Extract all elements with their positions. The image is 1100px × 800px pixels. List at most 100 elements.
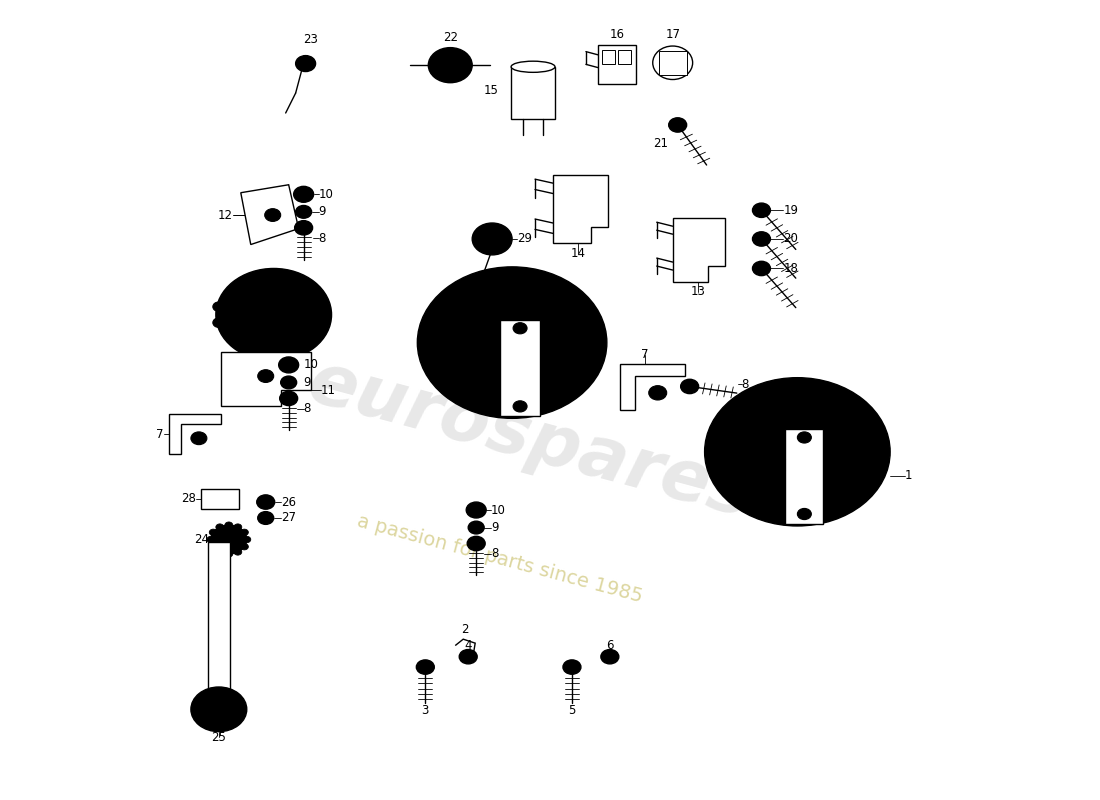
Circle shape [300, 209, 307, 214]
Circle shape [229, 279, 319, 350]
Polygon shape [500, 320, 540, 416]
Polygon shape [553, 175, 608, 243]
Circle shape [416, 660, 434, 674]
Circle shape [749, 507, 759, 515]
Text: 22: 22 [443, 30, 458, 44]
Text: 12: 12 [218, 209, 233, 222]
Ellipse shape [652, 46, 693, 79]
Polygon shape [673, 218, 725, 282]
Text: 5: 5 [569, 705, 575, 718]
Polygon shape [241, 185, 298, 245]
Circle shape [472, 223, 513, 255]
Circle shape [255, 300, 292, 329]
Circle shape [749, 389, 759, 397]
Bar [602, 50, 615, 64]
Text: 9: 9 [304, 376, 311, 389]
Circle shape [419, 338, 429, 346]
Text: 20: 20 [783, 233, 799, 246]
Circle shape [211, 525, 246, 554]
Circle shape [266, 309, 280, 320]
Bar [208, 542, 230, 698]
Circle shape [681, 379, 698, 394]
Circle shape [207, 536, 215, 542]
Text: 29: 29 [517, 233, 532, 246]
Circle shape [268, 271, 278, 279]
Circle shape [234, 524, 242, 530]
Text: 8: 8 [491, 547, 498, 560]
Circle shape [459, 650, 477, 664]
Circle shape [312, 330, 322, 338]
Text: 10: 10 [304, 358, 319, 371]
Circle shape [224, 550, 233, 557]
Circle shape [440, 57, 460, 73]
Polygon shape [619, 364, 684, 410]
Text: 18: 18 [783, 262, 799, 275]
Circle shape [798, 509, 812, 519]
Circle shape [417, 267, 607, 418]
Circle shape [278, 357, 298, 373]
Text: 8: 8 [741, 378, 749, 390]
Bar [598, 46, 636, 83]
Polygon shape [221, 352, 310, 406]
Circle shape [483, 232, 502, 246]
Polygon shape [785, 430, 823, 523]
Circle shape [468, 536, 485, 550]
Circle shape [256, 495, 275, 510]
Text: 16: 16 [609, 28, 625, 42]
Circle shape [294, 186, 313, 202]
Text: 17: 17 [666, 28, 680, 42]
Circle shape [463, 399, 473, 407]
Circle shape [464, 654, 472, 660]
Text: 1: 1 [463, 348, 470, 361]
Circle shape [466, 502, 486, 518]
Text: 7: 7 [641, 348, 649, 361]
Circle shape [470, 276, 494, 294]
Circle shape [473, 525, 480, 530]
Circle shape [477, 282, 487, 289]
Circle shape [209, 529, 218, 535]
Circle shape [257, 512, 274, 524]
Circle shape [295, 221, 312, 235]
Bar [659, 51, 686, 74]
Circle shape [878, 448, 888, 456]
Circle shape [513, 322, 527, 334]
Text: 7: 7 [156, 428, 164, 441]
Circle shape [705, 378, 890, 526]
Circle shape [224, 522, 233, 528]
Circle shape [280, 376, 297, 389]
Text: 13: 13 [690, 285, 705, 298]
Circle shape [513, 401, 527, 412]
Circle shape [285, 379, 293, 386]
Circle shape [202, 697, 234, 722]
Circle shape [835, 389, 845, 397]
Text: eurospares: eurospares [300, 347, 760, 532]
Circle shape [601, 650, 619, 664]
Circle shape [669, 118, 686, 132]
Circle shape [279, 391, 298, 406]
Circle shape [752, 232, 770, 246]
Circle shape [595, 338, 605, 346]
Text: 2: 2 [462, 623, 469, 636]
Circle shape [191, 432, 207, 445]
Ellipse shape [512, 61, 556, 72]
Circle shape [719, 390, 876, 514]
Text: 26: 26 [280, 495, 296, 509]
Circle shape [432, 279, 592, 406]
Circle shape [262, 515, 270, 521]
Text: 11: 11 [320, 384, 336, 397]
Circle shape [213, 302, 224, 311]
Text: 10: 10 [491, 503, 506, 517]
Circle shape [191, 687, 246, 732]
Circle shape [296, 56, 316, 71]
Circle shape [563, 660, 581, 674]
Text: 28: 28 [182, 492, 196, 506]
Circle shape [243, 536, 251, 542]
Circle shape [216, 524, 223, 530]
Circle shape [262, 499, 270, 506]
Circle shape [606, 654, 614, 660]
Text: 6: 6 [606, 639, 614, 652]
Text: 25: 25 [211, 730, 227, 744]
Text: 8: 8 [319, 232, 326, 245]
Circle shape [241, 543, 249, 550]
Text: 19: 19 [783, 204, 799, 217]
